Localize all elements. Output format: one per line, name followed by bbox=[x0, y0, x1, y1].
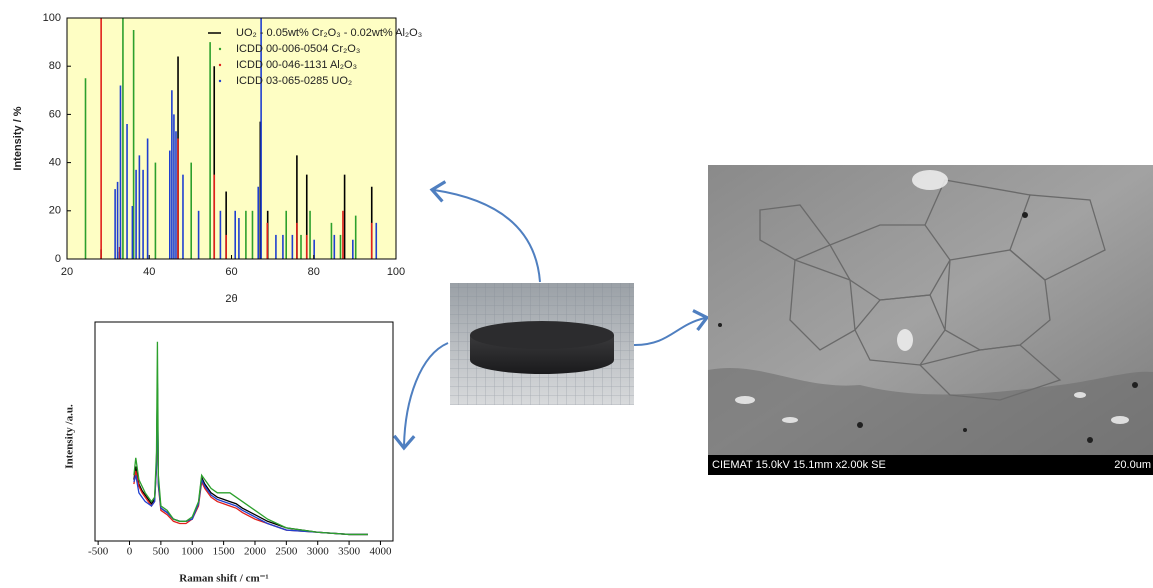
x-tick-label: 100 bbox=[387, 266, 405, 278]
spectrum bbox=[133, 398, 368, 536]
plot-background bbox=[67, 18, 396, 259]
x-axis-label: 2θ bbox=[225, 293, 237, 305]
legend-marker bbox=[218, 79, 222, 83]
y-tick-label: 40 bbox=[49, 157, 61, 169]
plot-frame bbox=[94, 321, 394, 542]
sem-image: CIEMAT 15.0kV 15.1mm x2.00k SE 20.0um bbox=[708, 165, 1153, 475]
x-tick-label: 80 bbox=[308, 266, 320, 278]
arrow bbox=[633, 309, 710, 346]
legend-marker bbox=[218, 47, 222, 51]
x-tick-label: 3000 bbox=[307, 546, 330, 558]
x-tick-label: 4000 bbox=[369, 546, 392, 558]
x-axis-label: Raman shift / cm⁻¹ bbox=[179, 573, 268, 585]
x-tick-label: 20 bbox=[61, 266, 73, 278]
legend-marker bbox=[218, 63, 222, 67]
y-tick-label: 20 bbox=[49, 205, 61, 217]
arrow bbox=[429, 180, 541, 283]
pellet-photo bbox=[450, 283, 634, 405]
legend-entry: UO₂ - 0.05wt% Cr₂O₃ - 0.02wt% Al₂O₃ bbox=[236, 27, 422, 39]
y-axis-label: Intensity /a.u. bbox=[64, 404, 76, 469]
y-tick-label: 60 bbox=[49, 108, 61, 120]
x-tick-label: 60 bbox=[225, 266, 237, 278]
x-tick-label: 1000 bbox=[181, 546, 204, 558]
spectrum bbox=[133, 383, 368, 536]
sem-scale: 20.0um bbox=[1114, 459, 1151, 471]
x-tick-label: 500 bbox=[153, 546, 170, 558]
x-tick-label: 0 bbox=[127, 546, 133, 558]
y-axis-label: Intensity / % bbox=[12, 106, 24, 170]
x-tick-label: 2500 bbox=[275, 546, 298, 558]
spectrum bbox=[133, 341, 368, 536]
legend-entry: ICDD 00-046-1131 Al₂O₃ bbox=[236, 59, 357, 71]
y-tick-label: 80 bbox=[49, 60, 61, 72]
legend-entry: ICDD 03-065-0285 UO₂ bbox=[236, 75, 352, 87]
x-tick-label: 1500 bbox=[213, 546, 236, 558]
sem-caption: CIEMAT 15.0kV 15.1mm x2.00k SE bbox=[712, 459, 886, 471]
y-tick-label: 0 bbox=[55, 253, 61, 265]
x-tick-label: 2000 bbox=[244, 546, 267, 558]
x-tick-label: 3500 bbox=[338, 546, 361, 558]
y-tick-label: 100 bbox=[43, 12, 61, 24]
legend-entry: ICDD 00-006-0504 Cr₂O₃ bbox=[236, 43, 360, 55]
x-tick-label: 40 bbox=[143, 266, 155, 278]
arrow bbox=[392, 342, 449, 451]
raman-chart: -500 0 500 1000 1500 2000 2500 3000 3500 4000 Rama… bbox=[64, 321, 394, 585]
x-tick-label: -500 bbox=[88, 546, 109, 558]
